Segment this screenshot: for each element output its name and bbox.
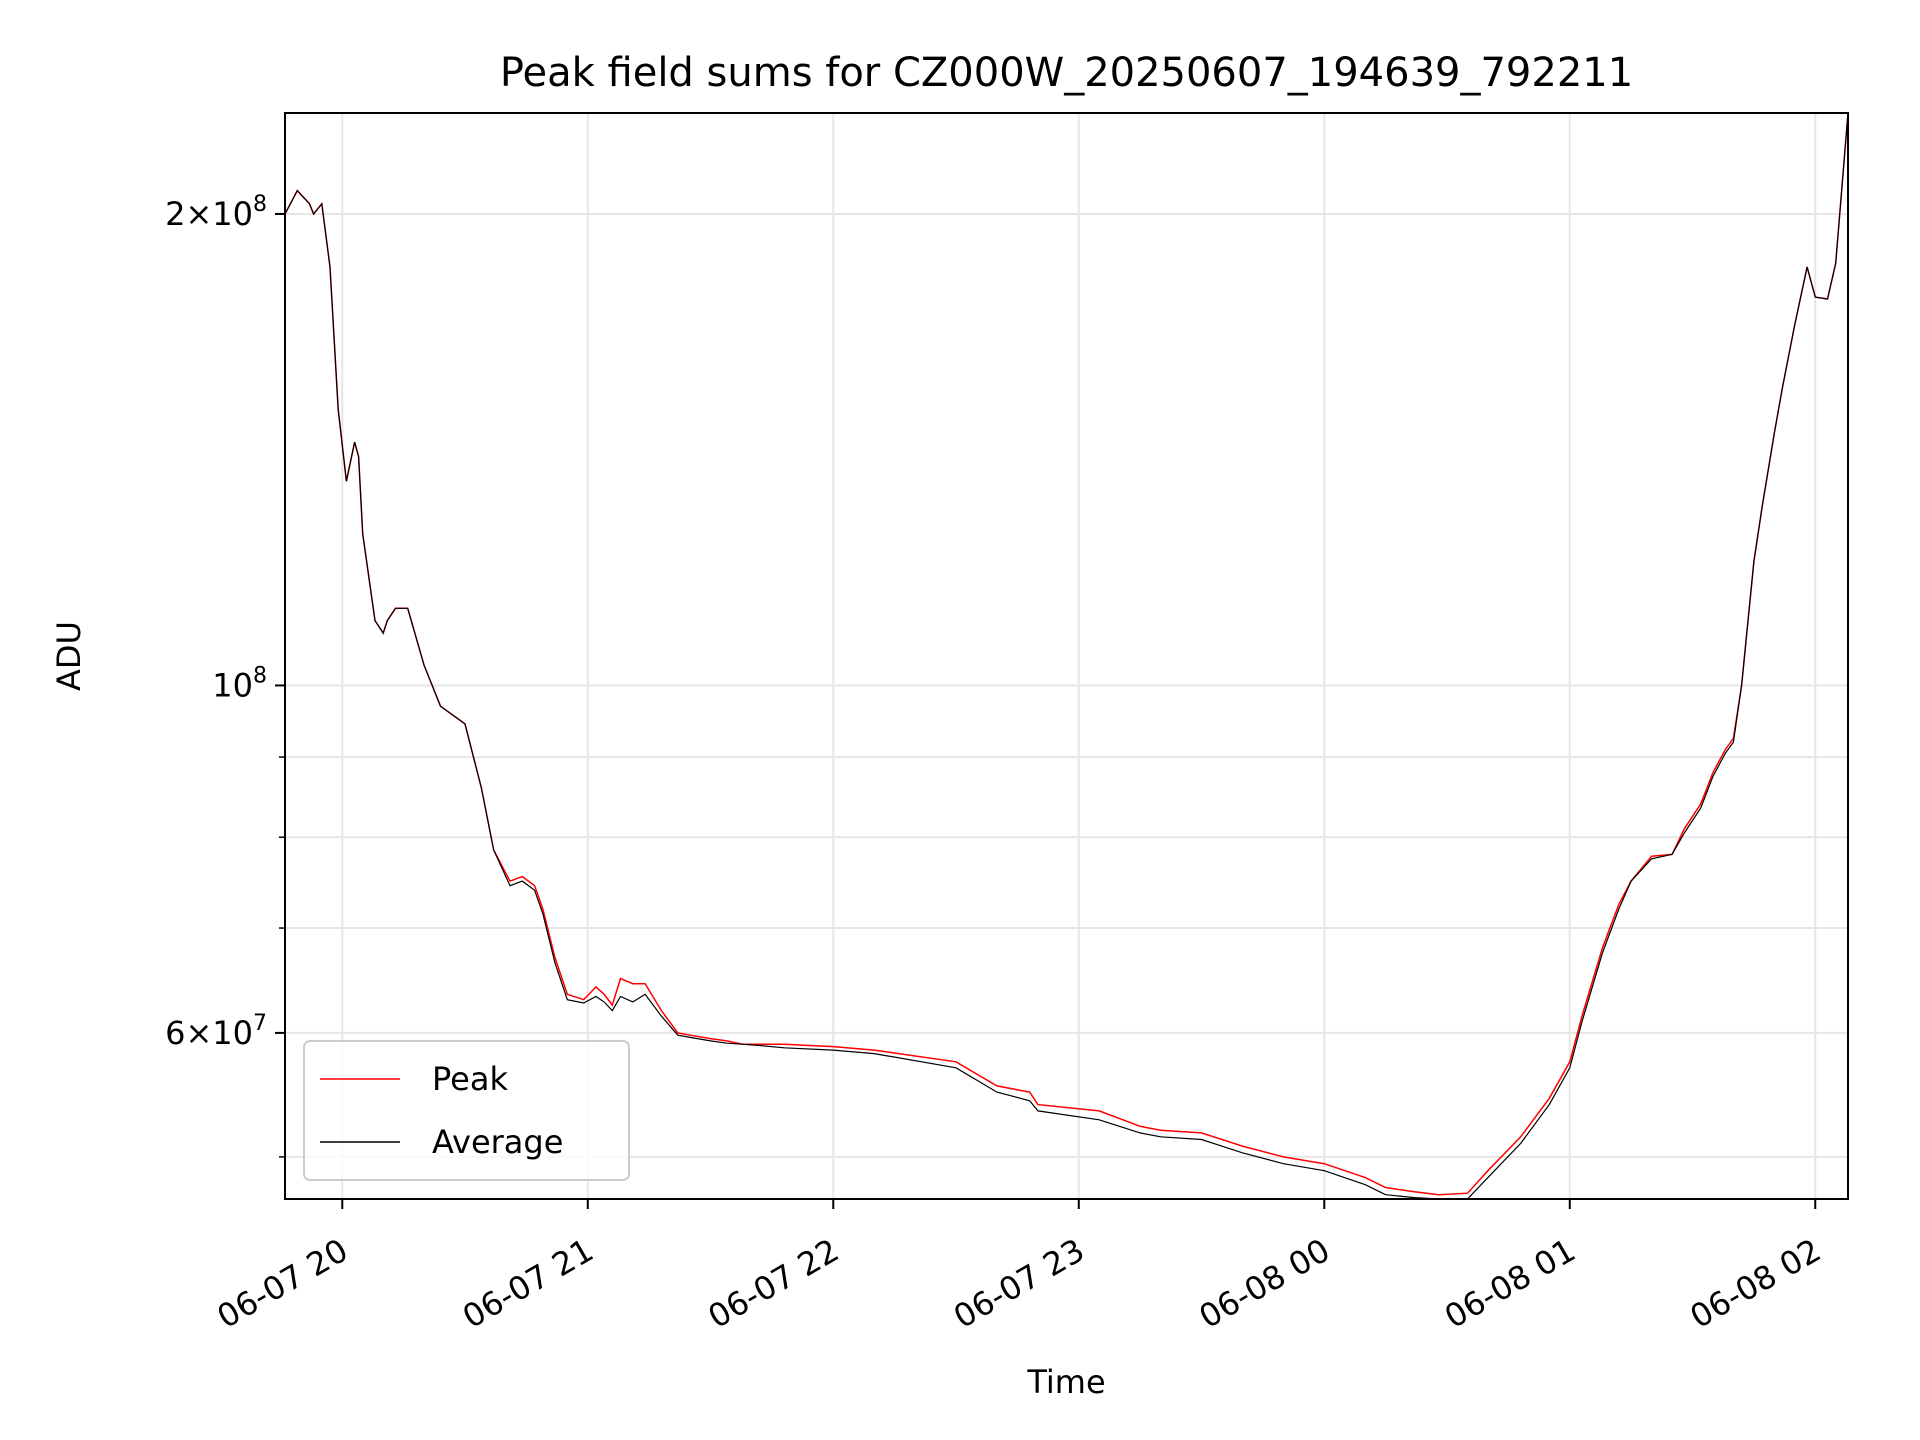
series-line-average (285, 113, 1848, 1199)
y-tick-label: 2×108 (165, 192, 267, 233)
y-tick-label: 6×107 (165, 1011, 267, 1052)
y-axis-ticks: 2×108 108 6×107 (165, 192, 285, 1158)
legend: Peak Average (303, 1040, 630, 1181)
legend-label-average: Average (432, 1123, 563, 1161)
chart-title: Peak field sums for CZ000W_20250607_1946… (500, 50, 1633, 96)
plot-lines (285, 113, 1848, 1199)
y-axis-label: ADU (50, 621, 88, 691)
legend-box (303, 1040, 630, 1181)
axes-frame (284, 112, 1849, 1200)
x-axis-label: Time (1026, 1363, 1105, 1401)
legend-label-peak: Peak (432, 1060, 508, 1098)
y-tick-label: 108 (212, 663, 267, 704)
